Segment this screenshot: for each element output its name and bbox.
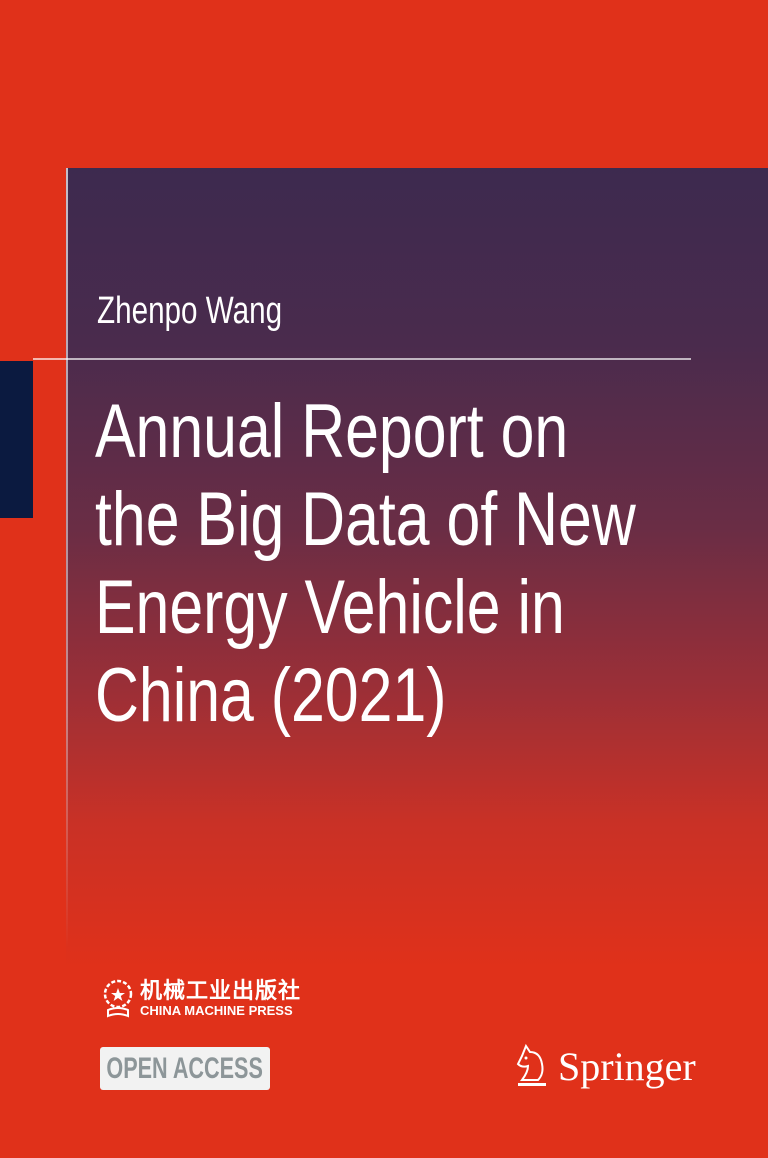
- title-line: Annual Report on: [95, 389, 569, 474]
- cover-gradient-panel: [66, 168, 768, 968]
- book-title: Annual Report on the Big Data of New Ene…: [95, 388, 636, 740]
- china-machine-press-logo: 机械工业出版社 CHINA MACHINE PRESS: [100, 978, 301, 1018]
- publisher-name-english: CHINA MACHINE PRESS: [140, 1002, 293, 1018]
- author-name: Zhenpo Wang: [97, 290, 283, 332]
- vertical-divider: [66, 168, 68, 948]
- open-access-badge: OPEN ACCESS: [100, 1047, 270, 1090]
- springer-wordmark: Springer: [558, 1043, 696, 1089]
- horizontal-divider: [33, 358, 691, 360]
- springer-horse-icon: [516, 1043, 546, 1086]
- open-access-label: OPEN ACCESS: [106, 1051, 264, 1085]
- title-line: the Big Data of New: [95, 477, 636, 562]
- publisher-name-chinese: 机械工业出版社: [140, 977, 302, 1003]
- gear-star-emblem-icon: [103, 979, 133, 1018]
- springer-logo: Springer: [512, 1042, 696, 1090]
- title-line: Energy Vehicle in: [95, 565, 565, 650]
- title-line: China (2021): [95, 653, 447, 738]
- accent-block: [0, 361, 33, 518]
